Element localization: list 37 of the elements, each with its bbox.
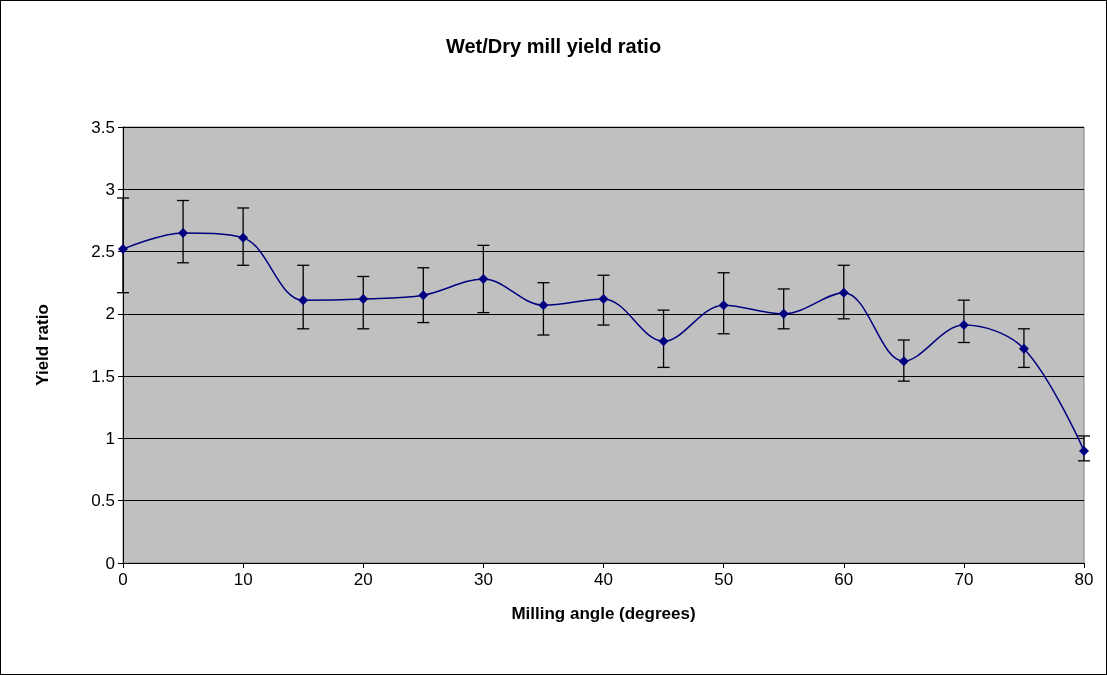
y-tick-label: 0 [105, 553, 115, 573]
y-tick-label: 1.5 [91, 366, 115, 386]
point [238, 232, 249, 243]
x-tick-label: 0 [118, 570, 128, 589]
x-tick-label: 70 [954, 570, 974, 589]
x-tick-label: 60 [834, 570, 854, 589]
point [478, 273, 489, 284]
x-axis-title: Milling angle (degrees) [511, 604, 696, 623]
point [898, 356, 909, 367]
point [118, 244, 128, 255]
y-tick-label: 3.5 [91, 117, 115, 137]
point [1079, 445, 1089, 456]
x-tick-label: 20 [353, 570, 373, 589]
point [418, 290, 429, 301]
point [1018, 343, 1029, 354]
y-tick-label: 3 [105, 179, 115, 199]
y-axis-title: Yield ratio [33, 304, 52, 386]
point [538, 300, 549, 311]
point [598, 293, 609, 304]
x-tick-label: 10 [233, 570, 253, 589]
y-tick-label: 1 [105, 428, 115, 448]
point [958, 320, 969, 331]
y-tick-label: 2.5 [91, 242, 115, 262]
x-tick-label: 50 [714, 570, 734, 589]
point [778, 308, 789, 319]
point [718, 300, 729, 311]
point [838, 287, 849, 298]
point [658, 336, 669, 347]
chart-title: Wet/Dry mill yield ratio [445, 35, 662, 57]
y-tick-label: 0.5 [91, 491, 115, 511]
x-tick-label: 30 [473, 570, 493, 589]
x-tick-label: 40 [594, 570, 613, 589]
point [298, 295, 309, 306]
point [358, 293, 369, 304]
y-tick-label: 2 [105, 304, 115, 324]
x-tick-label: 80 [1074, 570, 1094, 589]
point [178, 227, 189, 238]
